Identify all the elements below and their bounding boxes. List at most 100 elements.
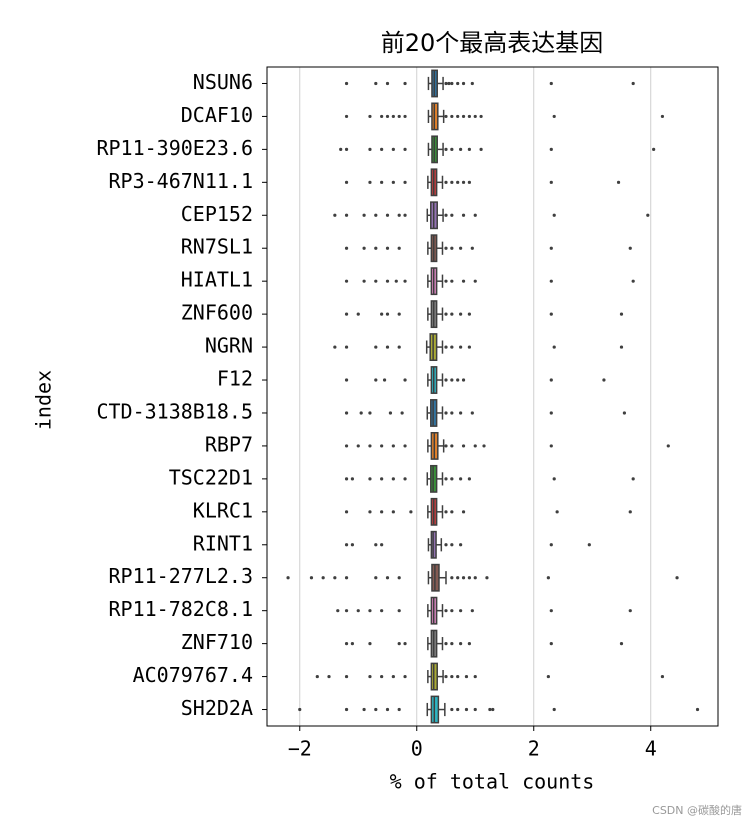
- outlier: [464, 707, 469, 712]
- outlier: [403, 674, 407, 679]
- outlier: [380, 674, 384, 679]
- y-tick-label: ZNF710: [181, 630, 253, 654]
- outlier: [473, 114, 477, 119]
- outlier: [549, 246, 553, 250]
- outlier: [444, 345, 448, 349]
- y-tick-label: RBP7: [205, 432, 253, 456]
- outlier: [631, 81, 635, 86]
- outlier: [344, 510, 349, 514]
- outlier: [461, 180, 466, 184]
- outlier: [549, 147, 553, 151]
- outlier: [450, 576, 454, 580]
- outlier: [380, 444, 384, 448]
- outlier: [368, 510, 372, 514]
- outlier: [350, 642, 355, 646]
- outlier: [368, 114, 372, 119]
- outlier: [385, 345, 390, 349]
- outlier: [444, 246, 448, 250]
- outlier: [368, 411, 372, 415]
- outlier: [385, 707, 390, 712]
- outlier: [339, 147, 343, 151]
- y-tick-label: RP11-390E23.6: [96, 136, 253, 160]
- y-tick-label: AC079767.4: [133, 663, 253, 687]
- outlier: [403, 147, 407, 151]
- outlier: [450, 510, 454, 514]
- outlier: [344, 312, 349, 316]
- outlier: [403, 477, 407, 481]
- outlier: [459, 642, 463, 646]
- outlier: [479, 114, 483, 119]
- outlier: [646, 213, 650, 217]
- outlier: [344, 576, 349, 580]
- outlier: [459, 609, 463, 613]
- outlier: [675, 576, 679, 580]
- outlier: [552, 213, 556, 217]
- outlier: [450, 279, 454, 283]
- x-tick-label: 2: [528, 737, 540, 761]
- outlier: [344, 246, 349, 250]
- outlier: [467, 180, 471, 184]
- outlier: [397, 576, 401, 580]
- outlier: [403, 642, 407, 646]
- outlier: [461, 81, 466, 86]
- outlier: [397, 312, 401, 316]
- outlier: [456, 674, 460, 679]
- outlier: [450, 345, 454, 349]
- outlier: [467, 642, 471, 646]
- outlier: [467, 345, 471, 349]
- outlier: [344, 81, 349, 86]
- outlier: [628, 609, 632, 613]
- outlier: [444, 477, 448, 481]
- outlier: [380, 477, 384, 481]
- outlier: [344, 114, 349, 119]
- outlier: [368, 180, 372, 184]
- outlier: [380, 180, 384, 184]
- outlier: [344, 609, 349, 613]
- outlier: [344, 180, 349, 184]
- outlier: [286, 576, 290, 580]
- y-tick-label: RINT1: [193, 531, 253, 555]
- outlier: [470, 81, 474, 86]
- outlier: [450, 477, 454, 481]
- plot-frame: [266, 66, 719, 727]
- outlier: [385, 576, 390, 580]
- outlier: [409, 510, 413, 514]
- outlier: [587, 543, 591, 547]
- y-tick-label: RP11-782C8.1: [109, 597, 254, 621]
- outlier: [450, 114, 454, 119]
- outlier: [391, 180, 395, 184]
- outlier: [344, 707, 349, 712]
- outlier: [473, 444, 477, 448]
- outlier: [602, 378, 606, 382]
- y-tick-label: NSUN6: [193, 70, 253, 94]
- outlier: [388, 411, 393, 415]
- y-tick-label: RP3-467N11.1: [109, 169, 254, 193]
- outlier: [391, 477, 395, 481]
- outlier: [459, 345, 463, 349]
- outlier: [444, 674, 448, 679]
- outlier: [450, 444, 454, 448]
- outlier: [394, 279, 398, 283]
- outlier: [321, 576, 325, 580]
- outlier: [459, 246, 463, 250]
- chart-title: 前20个最高表达基因: [381, 29, 604, 57]
- y-tick-label: CTD-3138B18.5: [96, 399, 253, 423]
- outlier: [374, 81, 378, 86]
- outlier: [470, 411, 474, 415]
- outlier: [374, 246, 378, 250]
- outlier: [444, 642, 448, 646]
- outlier: [403, 180, 407, 184]
- outlier: [619, 345, 624, 349]
- y-tick-label: F12: [217, 367, 253, 391]
- outlier: [380, 609, 384, 613]
- y-tick-label: KLRC1: [193, 498, 253, 522]
- outlier: [344, 378, 349, 382]
- outlier: [461, 378, 466, 382]
- outlier: [464, 674, 469, 679]
- outlier: [444, 411, 448, 415]
- y-tick-label: DCAF10: [181, 103, 253, 127]
- outlier: [374, 213, 378, 217]
- outlier: [459, 411, 463, 415]
- outlier: [660, 674, 665, 679]
- outlier: [380, 510, 384, 514]
